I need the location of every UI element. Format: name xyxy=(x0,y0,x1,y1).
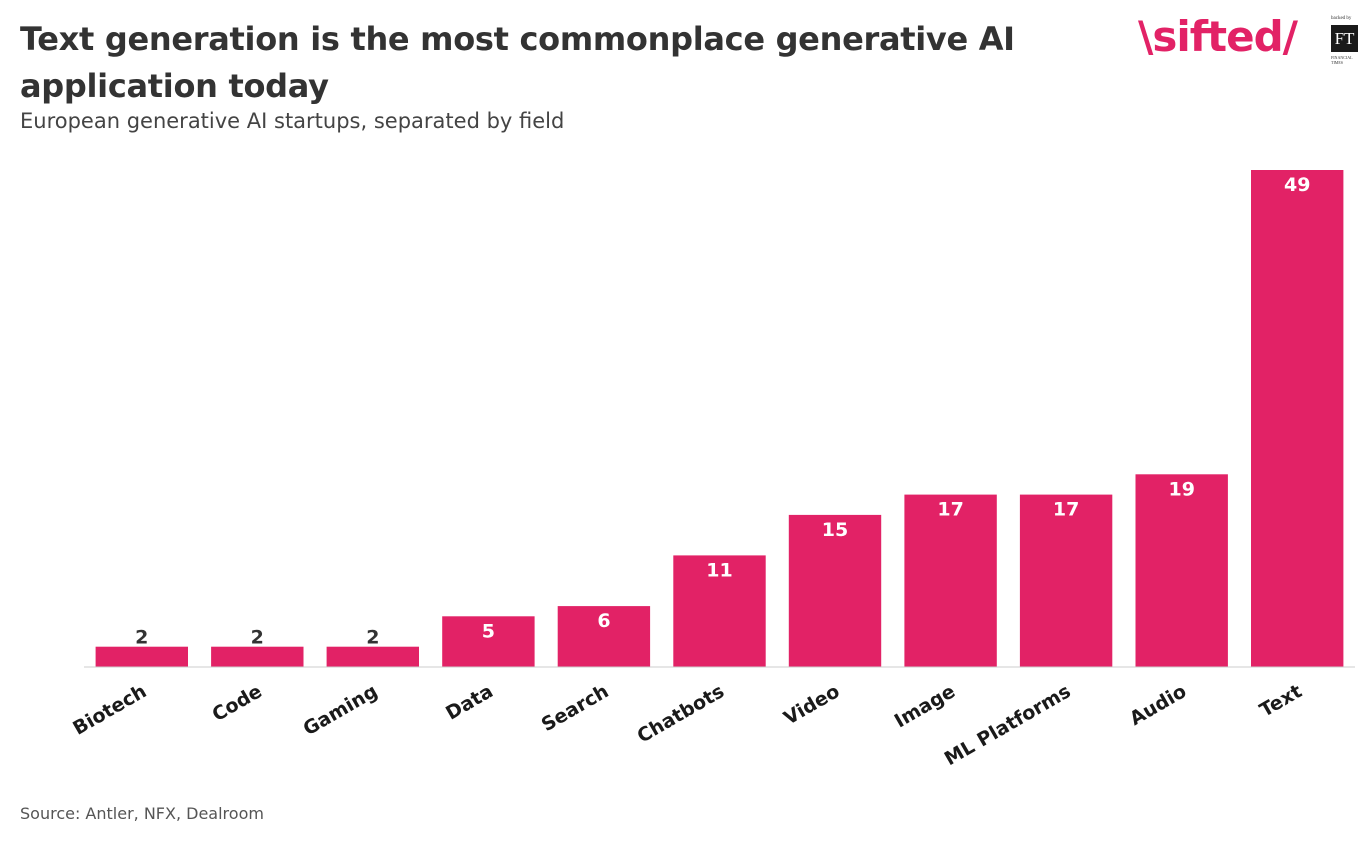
bar-image xyxy=(904,494,997,667)
data-label: 2 xyxy=(135,627,148,649)
bar-biotech xyxy=(95,646,188,667)
x-tick-label: Chatbots xyxy=(633,680,728,747)
bar-video xyxy=(788,514,882,667)
data-label: 15 xyxy=(822,519,848,541)
sifted-wordmark: \sifted/ xyxy=(1138,12,1298,61)
data-label: 11 xyxy=(706,559,732,581)
x-tick-label: Data xyxy=(442,680,497,724)
bar-data xyxy=(442,616,535,667)
data-label: 17 xyxy=(1053,499,1079,521)
x-tick-label: Image xyxy=(891,680,959,732)
chart-subtitle: European generative AI startups, separat… xyxy=(20,109,565,133)
x-tick-label: Search xyxy=(538,680,613,736)
x-tick-label: Video xyxy=(780,680,843,729)
bar-text xyxy=(1251,170,1344,667)
chart-title: Text generation is the most commonplace … xyxy=(20,20,1015,105)
data-label: 5 xyxy=(482,620,495,642)
data-label: 49 xyxy=(1284,174,1310,196)
data-label: 2 xyxy=(251,627,264,649)
bar-gaming xyxy=(326,646,419,667)
x-tick-label: ML Platforms xyxy=(941,680,1075,770)
x-tick-label: Text xyxy=(1256,680,1306,721)
data-label: 17 xyxy=(937,499,963,521)
ft-logo-icon: FT xyxy=(1331,25,1358,52)
x-tick-label: Code xyxy=(208,680,265,726)
bars-group: 2 2 2 5 6 11 15 17 17 19 49 xyxy=(95,170,1344,667)
data-label: 6 xyxy=(597,610,610,632)
x-tick-label: Audio xyxy=(1126,680,1190,730)
bar-ml-platforms xyxy=(1019,494,1113,667)
data-label: 2 xyxy=(366,627,379,649)
x-tick-label: Gaming xyxy=(300,680,382,740)
bar-audio xyxy=(1135,474,1228,667)
ft-name: FINANCIAL TIMES xyxy=(1331,55,1353,65)
bar-chatbots xyxy=(673,555,766,667)
data-label: 19 xyxy=(1168,478,1194,500)
x-tick-label: Biotech xyxy=(69,680,150,739)
bar-search xyxy=(557,606,651,667)
bar-code xyxy=(211,646,304,667)
ft-tagline: backed by xyxy=(1331,16,1352,21)
source-note: Source: Antler, NFX, Dealroom xyxy=(20,804,264,823)
sifted-logo: \sifted/ backed by FT FINANCIAL TIMES xyxy=(1138,10,1363,74)
x-axis-labels: Biotech Code Gaming Data Search Chatbots Video… xyxy=(69,680,1305,770)
